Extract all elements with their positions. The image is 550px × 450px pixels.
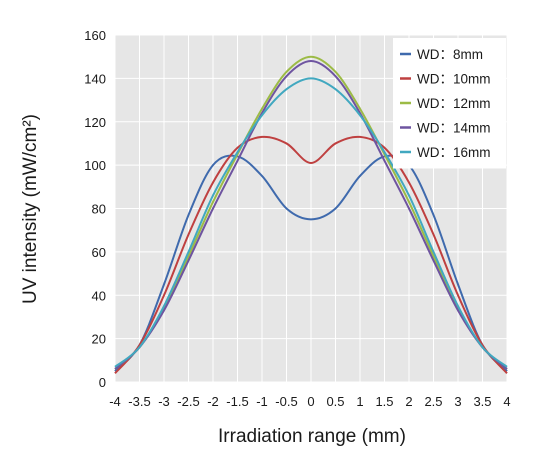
legend-label: WD：10mm	[417, 72, 491, 87]
legend-label: WD：12mm	[417, 96, 491, 111]
x-tick-label: 1.5	[375, 394, 393, 409]
y-tick-label: 80	[92, 202, 106, 217]
y-tick-label: 0	[99, 375, 106, 390]
x-tick-label: 0	[307, 394, 314, 409]
y-tick-label: 120	[84, 115, 106, 130]
y-axis-ticks: 0 20 40 60 80 100 120 140 160	[84, 28, 106, 390]
x-tick-label: -3.5	[128, 394, 150, 409]
y-tick-label: 40	[92, 288, 106, 303]
legend-label: WD：16mm	[417, 145, 491, 160]
x-tick-label: -1	[256, 394, 268, 409]
legend-label: WD：14mm	[417, 121, 491, 136]
x-tick-label: 3	[454, 394, 461, 409]
series-layer	[114, 55, 508, 374]
series-line-3	[114, 55, 508, 370]
x-tick-label: -1.5	[226, 394, 248, 409]
y-tick-label: 100	[84, 158, 106, 173]
x-tick-label: 4	[503, 394, 510, 409]
x-tick-label: -2.5	[177, 394, 199, 409]
y-tick-label: 60	[92, 245, 106, 260]
x-axis-title: Irradiation range (mm)	[218, 426, 406, 447]
x-tick-label: 1	[356, 394, 363, 409]
series-line-1	[114, 154, 508, 372]
x-tick-label: 3.5	[473, 394, 491, 409]
series-line-5	[114, 77, 508, 368]
legend-box	[393, 38, 506, 169]
legend: WD：8mm WD：10mm WD：12mm WD：14mm WD：16mm	[393, 38, 506, 169]
x-axis-ticks: -4 -3.5 -3 -2.5 -2 -1.5 -1 -0.5 0 0.5 1 1.5 2 2.5 3 3.5…	[109, 394, 510, 409]
legend-label: WD：8mm	[417, 47, 483, 62]
series-line-2	[114, 135, 508, 374]
y-tick-label: 160	[84, 28, 106, 43]
x-tick-label: -0.5	[275, 394, 297, 409]
x-tick-label: 2.5	[424, 394, 442, 409]
y-tick-label: 140	[84, 71, 106, 86]
x-tick-label: 2	[405, 394, 412, 409]
y-axis-title: UV intensity (mW/cm²)	[20, 114, 41, 304]
y-tick-label: 20	[92, 332, 106, 347]
x-tick-label: 0.5	[326, 394, 344, 409]
x-tick-label: -3	[158, 394, 170, 409]
x-tick-label: -2	[207, 394, 219, 409]
x-tick-label: -4	[109, 394, 121, 409]
series-line-4	[114, 60, 508, 370]
